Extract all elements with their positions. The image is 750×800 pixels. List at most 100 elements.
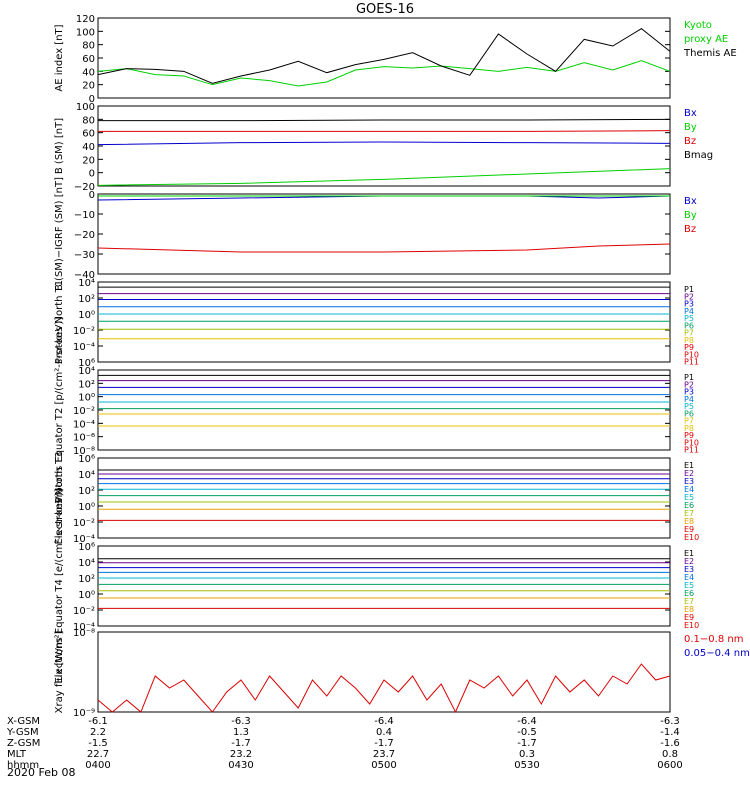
legend-entry: P1: [684, 285, 694, 294]
legend-entry: E10: [684, 621, 699, 630]
x-row-value: 23.2: [230, 749, 252, 760]
panel-0: 0 20 40 60 80 100 120 AE index [nT] Kyoto proxy A…: [54, 14, 737, 105]
y-tick-label: 60: [82, 54, 95, 65]
panel-2: −40 −30 −20 −10 0 B (SM)−IGRF (SM) [nT] Bx By Bz: [54, 177, 697, 291]
legend-entry: E7: [684, 509, 694, 518]
panel-5: 10⁻⁴ 10⁻² 10⁰ 10² 10⁴ 10⁶ Electrons North T3 E1…: [54, 451, 699, 545]
y-tick-label: 10⁶: [78, 454, 95, 465]
y-tick-label: 10²: [78, 574, 95, 585]
legend-entry: P10: [684, 438, 699, 447]
y-tick-label: 10⁻⁸: [73, 446, 95, 457]
legend-entry: P9: [684, 343, 694, 352]
x-row-label: hhmm: [7, 760, 39, 771]
x-row-value: -6.3: [231, 716, 251, 727]
y-tick-label: 10⁻²: [73, 406, 95, 417]
legend-entry: P2: [684, 292, 694, 301]
y-tick-label: 80: [82, 41, 95, 52]
legend-entry: P4: [684, 307, 694, 316]
panel-4: 10⁻⁸ 10⁻⁶ 10⁻⁴ 10⁻² 10⁰ 10² 10⁴ Protons Equator…: [54, 317, 699, 504]
legend-entry: E1: [684, 461, 694, 470]
y-tick-label: 60: [82, 129, 95, 140]
panel-3: 10⁶ 10⁻⁴ 10⁻² 10⁰ 10² 10⁴ Protons North T1 P1P2…: [54, 278, 699, 369]
x-row-value: -1.7: [231, 738, 251, 749]
panels: 0 20 40 60 80 100 120 AE index [nT] Kyoto proxy A…: [54, 14, 750, 719]
legend-entry: P11: [684, 358, 699, 367]
legend-entry: P7: [684, 329, 694, 338]
y-tick-label: 0: [89, 94, 95, 105]
series-line-0.1-0.8 nm: [97, 663, 671, 714]
y-tick-label: 80: [82, 115, 95, 126]
panel-1: −20 0 20 40 60 80 100 B (SM) [nT] Bx By Bz Bmag: [54, 102, 713, 193]
x-row-value: 0500: [371, 760, 396, 771]
x-row-value: 0530: [514, 760, 539, 771]
y-tick-label: 0: [89, 190, 95, 201]
y-tick-label: 10⁰: [78, 590, 95, 601]
figure-title: GOES-16: [356, 2, 414, 17]
y-axis-label: Electrons Equator T4 [e/(cm²-s-sr-keV)]: [54, 488, 65, 683]
y-tick-label: −10: [74, 210, 95, 221]
y-tick-label: −30: [74, 250, 95, 261]
y-tick-label: 10⁰: [78, 502, 95, 513]
legend-entry: 0.05−0.4 nm: [684, 648, 750, 659]
panel-6: 10⁻⁴ 10⁻² 10⁰ 10² 10⁴ 10⁶ Electrons Equator T4…: [54, 488, 699, 683]
legend-entry: E7: [684, 597, 694, 606]
series-line-Bx: [97, 195, 671, 201]
figure-date: 2020 Feb 08: [7, 766, 75, 779]
y-tick-label: 10⁴: [78, 278, 95, 289]
y-tick-label: 10⁻⁴: [73, 622, 95, 633]
y-axis-label: Protons North T1: [54, 280, 65, 364]
x-row-value: -0.5: [517, 727, 537, 738]
y-tick-label: 20: [82, 155, 95, 166]
y-tick-label: 10⁶: [78, 542, 95, 553]
x-row-value: 0.4: [376, 727, 392, 738]
series-line-Kyoto proxy AE: [97, 60, 671, 87]
x-row-value: -1.4: [660, 727, 680, 738]
y-tick-label: 10⁻²: [73, 518, 95, 529]
x-row-value: -1.5: [88, 738, 108, 749]
y-tick-label: 10⁰: [78, 393, 95, 404]
legend-entry: P1: [684, 373, 694, 382]
y-tick-label: −20: [74, 182, 95, 193]
legend-entry: E2: [684, 557, 694, 566]
series-line-Bx: [97, 141, 671, 146]
y-tick-label: 10⁶: [78, 358, 95, 369]
legend-entry: E4: [684, 485, 694, 494]
legend-entry: E6: [684, 501, 694, 510]
legend-entry: E6: [684, 589, 694, 598]
legend-entry: Bz: [684, 224, 696, 235]
x-row-label: X-GSM: [7, 716, 40, 727]
panel-frame: [97, 457, 671, 539]
legend-entry: P5: [684, 402, 694, 411]
legend-entry: Bz: [684, 136, 696, 147]
y-axis-label: B (SM) [nT]: [54, 118, 65, 174]
legend-entry: P11: [684, 446, 699, 455]
x-row-value: -6.4: [374, 716, 394, 727]
x-row-value: 0430: [228, 760, 253, 771]
legend-entry: E5: [684, 493, 694, 502]
legend-entry: Bx: [684, 108, 697, 119]
legend-entry: P8: [684, 336, 694, 345]
y-tick-label: 20: [82, 81, 95, 92]
y-tick-label: 10⁻²: [73, 606, 95, 617]
series-line-Bz: [98, 130, 671, 132]
panel-frame: [97, 105, 671, 187]
panel-7: 10⁻⁹ 10⁻⁸ Xray flux [W/m²] 0.1−0.8 nm 0.05−0…: [54, 628, 750, 719]
legend-entry: E8: [684, 517, 694, 526]
x-row-value: 0.8: [662, 749, 678, 760]
y-tick-label: 10⁻⁸: [73, 628, 95, 639]
y-axis-label: Xray flux [W/m²]: [54, 631, 65, 714]
legend-entry: E9: [684, 525, 694, 534]
series-line-By: [97, 168, 671, 186]
panel-frame: [97, 17, 671, 99]
legend-entry: Kyoto: [684, 20, 712, 31]
y-tick-label: 40: [82, 142, 95, 153]
y-tick-label: 10⁴: [78, 366, 95, 377]
x-row-value: 1.3: [233, 727, 249, 738]
y-tick-label: 120: [76, 14, 95, 25]
y-tick-label: 10⁻⁴: [73, 342, 95, 353]
legend-entry: P3: [684, 388, 694, 397]
y-tick-label: −40: [74, 270, 95, 281]
x-row-value: 0.3: [519, 749, 535, 760]
y-tick-label: 10⁰: [78, 310, 95, 321]
